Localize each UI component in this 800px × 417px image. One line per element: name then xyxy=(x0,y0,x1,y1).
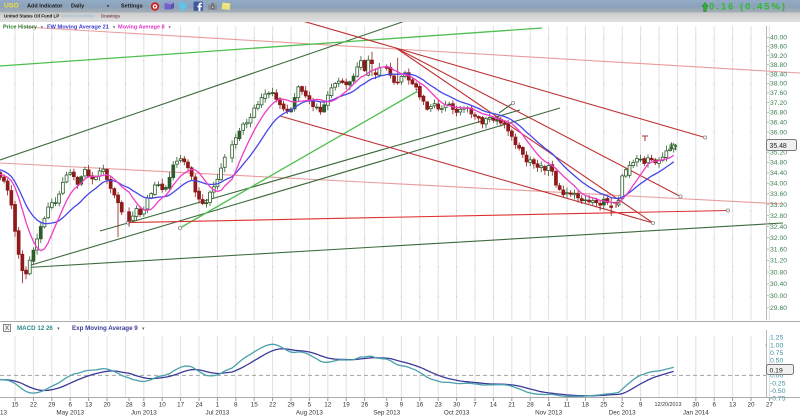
svg-text:3: 3 xyxy=(385,402,389,409)
svg-text:20: 20 xyxy=(103,402,111,409)
svg-text:4: 4 xyxy=(547,402,551,409)
svg-text:30.80: 30.80 xyxy=(770,269,787,276)
svg-text:14: 14 xyxy=(490,402,498,409)
svg-text:32.00: 32.00 xyxy=(770,235,787,242)
svg-text:27: 27 xyxy=(766,402,774,409)
svg-text:11: 11 xyxy=(564,402,571,409)
svg-text:Sep 2013: Sep 2013 xyxy=(373,410,400,417)
svg-text:12: 12 xyxy=(324,402,332,409)
svg-text:Dec 2013: Dec 2013 xyxy=(609,410,636,417)
svg-text:30: 30 xyxy=(453,402,461,409)
svg-text:32.40: 32.40 xyxy=(770,224,787,231)
svg-text:15: 15 xyxy=(251,402,259,409)
svg-text:30.00: 30.00 xyxy=(770,293,787,300)
svg-text:20: 20 xyxy=(747,402,755,409)
svg-text:‹: ‹ xyxy=(765,343,767,349)
svg-text:0.00: 0.00 xyxy=(770,373,783,380)
svg-text:13: 13 xyxy=(85,402,93,409)
svg-text:33.60: 33.60 xyxy=(770,191,787,198)
svg-text:6: 6 xyxy=(712,402,716,409)
svg-text:9: 9 xyxy=(639,402,643,409)
svg-text:-0.25: -0.25 xyxy=(770,380,786,387)
svg-text:18: 18 xyxy=(582,402,590,409)
svg-text:22: 22 xyxy=(30,402,38,409)
svg-text:36.40: 36.40 xyxy=(770,119,787,126)
svg-text:30.40: 30.40 xyxy=(770,281,787,288)
svg-text:1: 1 xyxy=(216,402,220,409)
svg-text:38.80: 38.80 xyxy=(770,62,787,69)
svg-text:34.40: 34.40 xyxy=(770,170,787,177)
svg-text:21: 21 xyxy=(508,402,516,409)
svg-text:24: 24 xyxy=(195,402,203,409)
svg-text:29: 29 xyxy=(48,402,56,409)
svg-text:16: 16 xyxy=(416,402,424,409)
svg-text:35.48: 35.48 xyxy=(770,143,787,150)
svg-text:39.20: 39.20 xyxy=(770,53,787,60)
svg-text:9: 9 xyxy=(400,402,404,409)
svg-text:13: 13 xyxy=(729,402,737,409)
svg-text:6: 6 xyxy=(68,402,72,409)
svg-text:17: 17 xyxy=(177,402,185,409)
svg-text:37.20: 37.20 xyxy=(770,100,787,107)
svg-text:26: 26 xyxy=(361,402,369,409)
svg-text:29.60: 29.60 xyxy=(770,305,787,312)
svg-text:8: 8 xyxy=(234,402,238,409)
svg-text:12/20/2013: 12/20/2013 xyxy=(655,402,682,408)
svg-text:38.40: 38.40 xyxy=(770,71,787,78)
svg-text:28: 28 xyxy=(527,402,535,409)
svg-text:Oct 2013: Oct 2013 xyxy=(444,410,470,417)
svg-text:35.20: 35.20 xyxy=(770,150,787,157)
svg-text:‹: ‹ xyxy=(768,48,770,54)
svg-text:5: 5 xyxy=(308,402,312,409)
svg-text:0.19: 0.19 xyxy=(770,367,783,374)
svg-text:28: 28 xyxy=(126,402,134,409)
svg-text:Jun 2013: Jun 2013 xyxy=(131,410,157,417)
svg-text:-0.50: -0.50 xyxy=(770,388,786,395)
svg-text:25: 25 xyxy=(600,402,608,409)
svg-text:31.60: 31.60 xyxy=(770,246,787,253)
svg-text:7: 7 xyxy=(473,402,477,409)
svg-text:22: 22 xyxy=(269,402,277,409)
svg-text:37.60: 37.60 xyxy=(770,90,787,97)
svg-text:19: 19 xyxy=(343,402,351,409)
svg-text:Aug 2013: Aug 2013 xyxy=(296,410,323,417)
svg-text:36.00: 36.00 xyxy=(770,129,787,136)
svg-text:Jul 2013: Jul 2013 xyxy=(205,410,229,417)
svg-text:34.00: 34.00 xyxy=(770,181,787,188)
svg-text:2013: 2013 xyxy=(0,410,7,417)
svg-text:23: 23 xyxy=(435,402,443,409)
svg-text:2: 2 xyxy=(620,402,624,409)
svg-text:39.60: 39.60 xyxy=(770,44,787,51)
svg-text:-0.75: -0.75 xyxy=(770,396,786,403)
svg-text:31.20: 31.20 xyxy=(770,258,787,265)
svg-text:36.80: 36.80 xyxy=(770,110,787,117)
svg-text:33.20: 33.20 xyxy=(770,202,787,209)
svg-text:May 2013: May 2013 xyxy=(56,410,84,417)
svg-text:3: 3 xyxy=(142,402,146,409)
svg-text:34.80: 34.80 xyxy=(770,160,787,167)
svg-text:0.50: 0.50 xyxy=(770,358,783,365)
svg-text:29: 29 xyxy=(287,402,295,409)
svg-text:Nov 2013: Nov 2013 xyxy=(535,410,562,417)
svg-text:Jan 2014: Jan 2014 xyxy=(683,410,709,417)
svg-text:38.00: 38.00 xyxy=(770,81,787,88)
svg-text:30: 30 xyxy=(692,402,700,409)
svg-text:32.80: 32.80 xyxy=(770,213,787,220)
svg-text:1.00: 1.00 xyxy=(770,342,783,349)
svg-text:15: 15 xyxy=(11,402,19,409)
svg-text:0.75: 0.75 xyxy=(770,350,783,357)
svg-text:10: 10 xyxy=(159,402,167,409)
svg-text:1.25: 1.25 xyxy=(770,335,783,342)
svg-text:40.00: 40.00 xyxy=(770,35,787,42)
